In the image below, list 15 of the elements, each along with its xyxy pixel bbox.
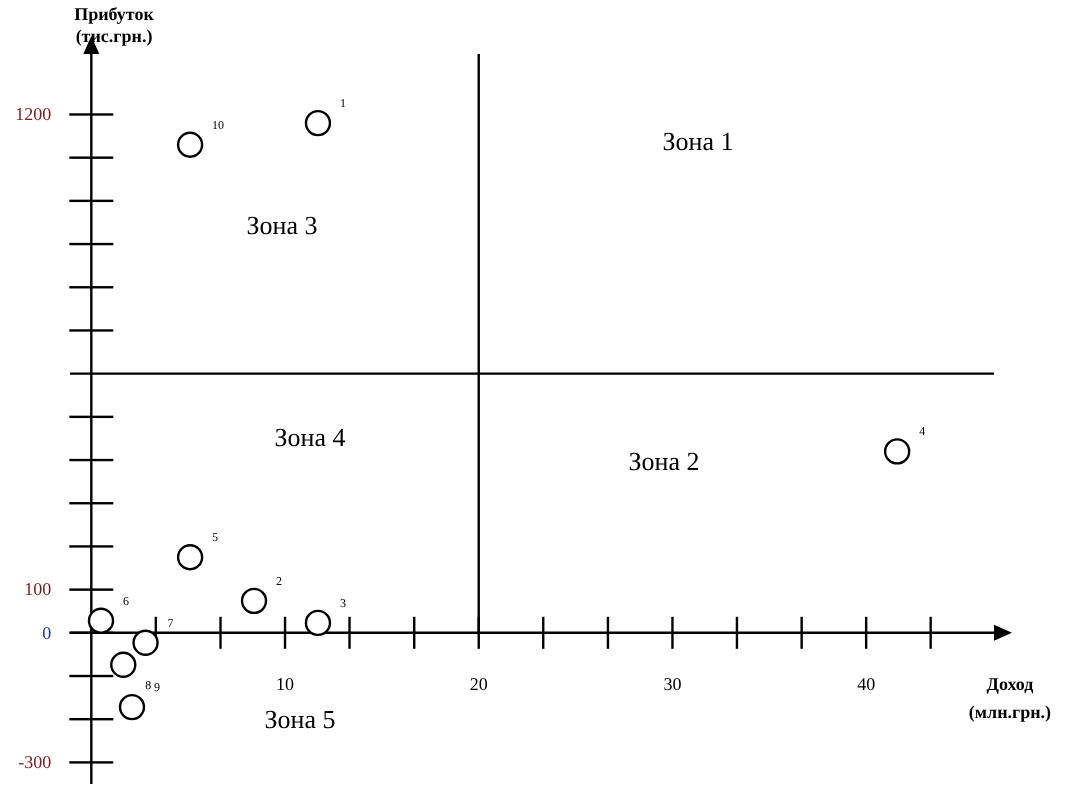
y-tick-label: 1200 (15, 104, 53, 125)
x-tick-label: 20 (469, 673, 489, 694)
y-tick-label: -300 (18, 752, 53, 773)
annotation: Зона 1 (662, 125, 734, 156)
annotation: Зона 5 (264, 703, 336, 734)
annotation: Зона 3 (246, 209, 318, 240)
x-axis-title: Доход (млн.грн.) (968, 674, 1052, 722)
x-tick-label: 40 (857, 673, 877, 694)
y-tick-label: 0 (42, 622, 53, 643)
x-tick-label: 30 (663, 673, 683, 694)
annotation: Зона 2 (628, 445, 700, 476)
x-tick-label: 10 (276, 673, 296, 694)
annotation: Зона 4 (274, 421, 347, 452)
y-tick-label: 100 (24, 579, 53, 600)
y-axis-title: Прибуток (тис.грн.) (74, 4, 156, 46)
